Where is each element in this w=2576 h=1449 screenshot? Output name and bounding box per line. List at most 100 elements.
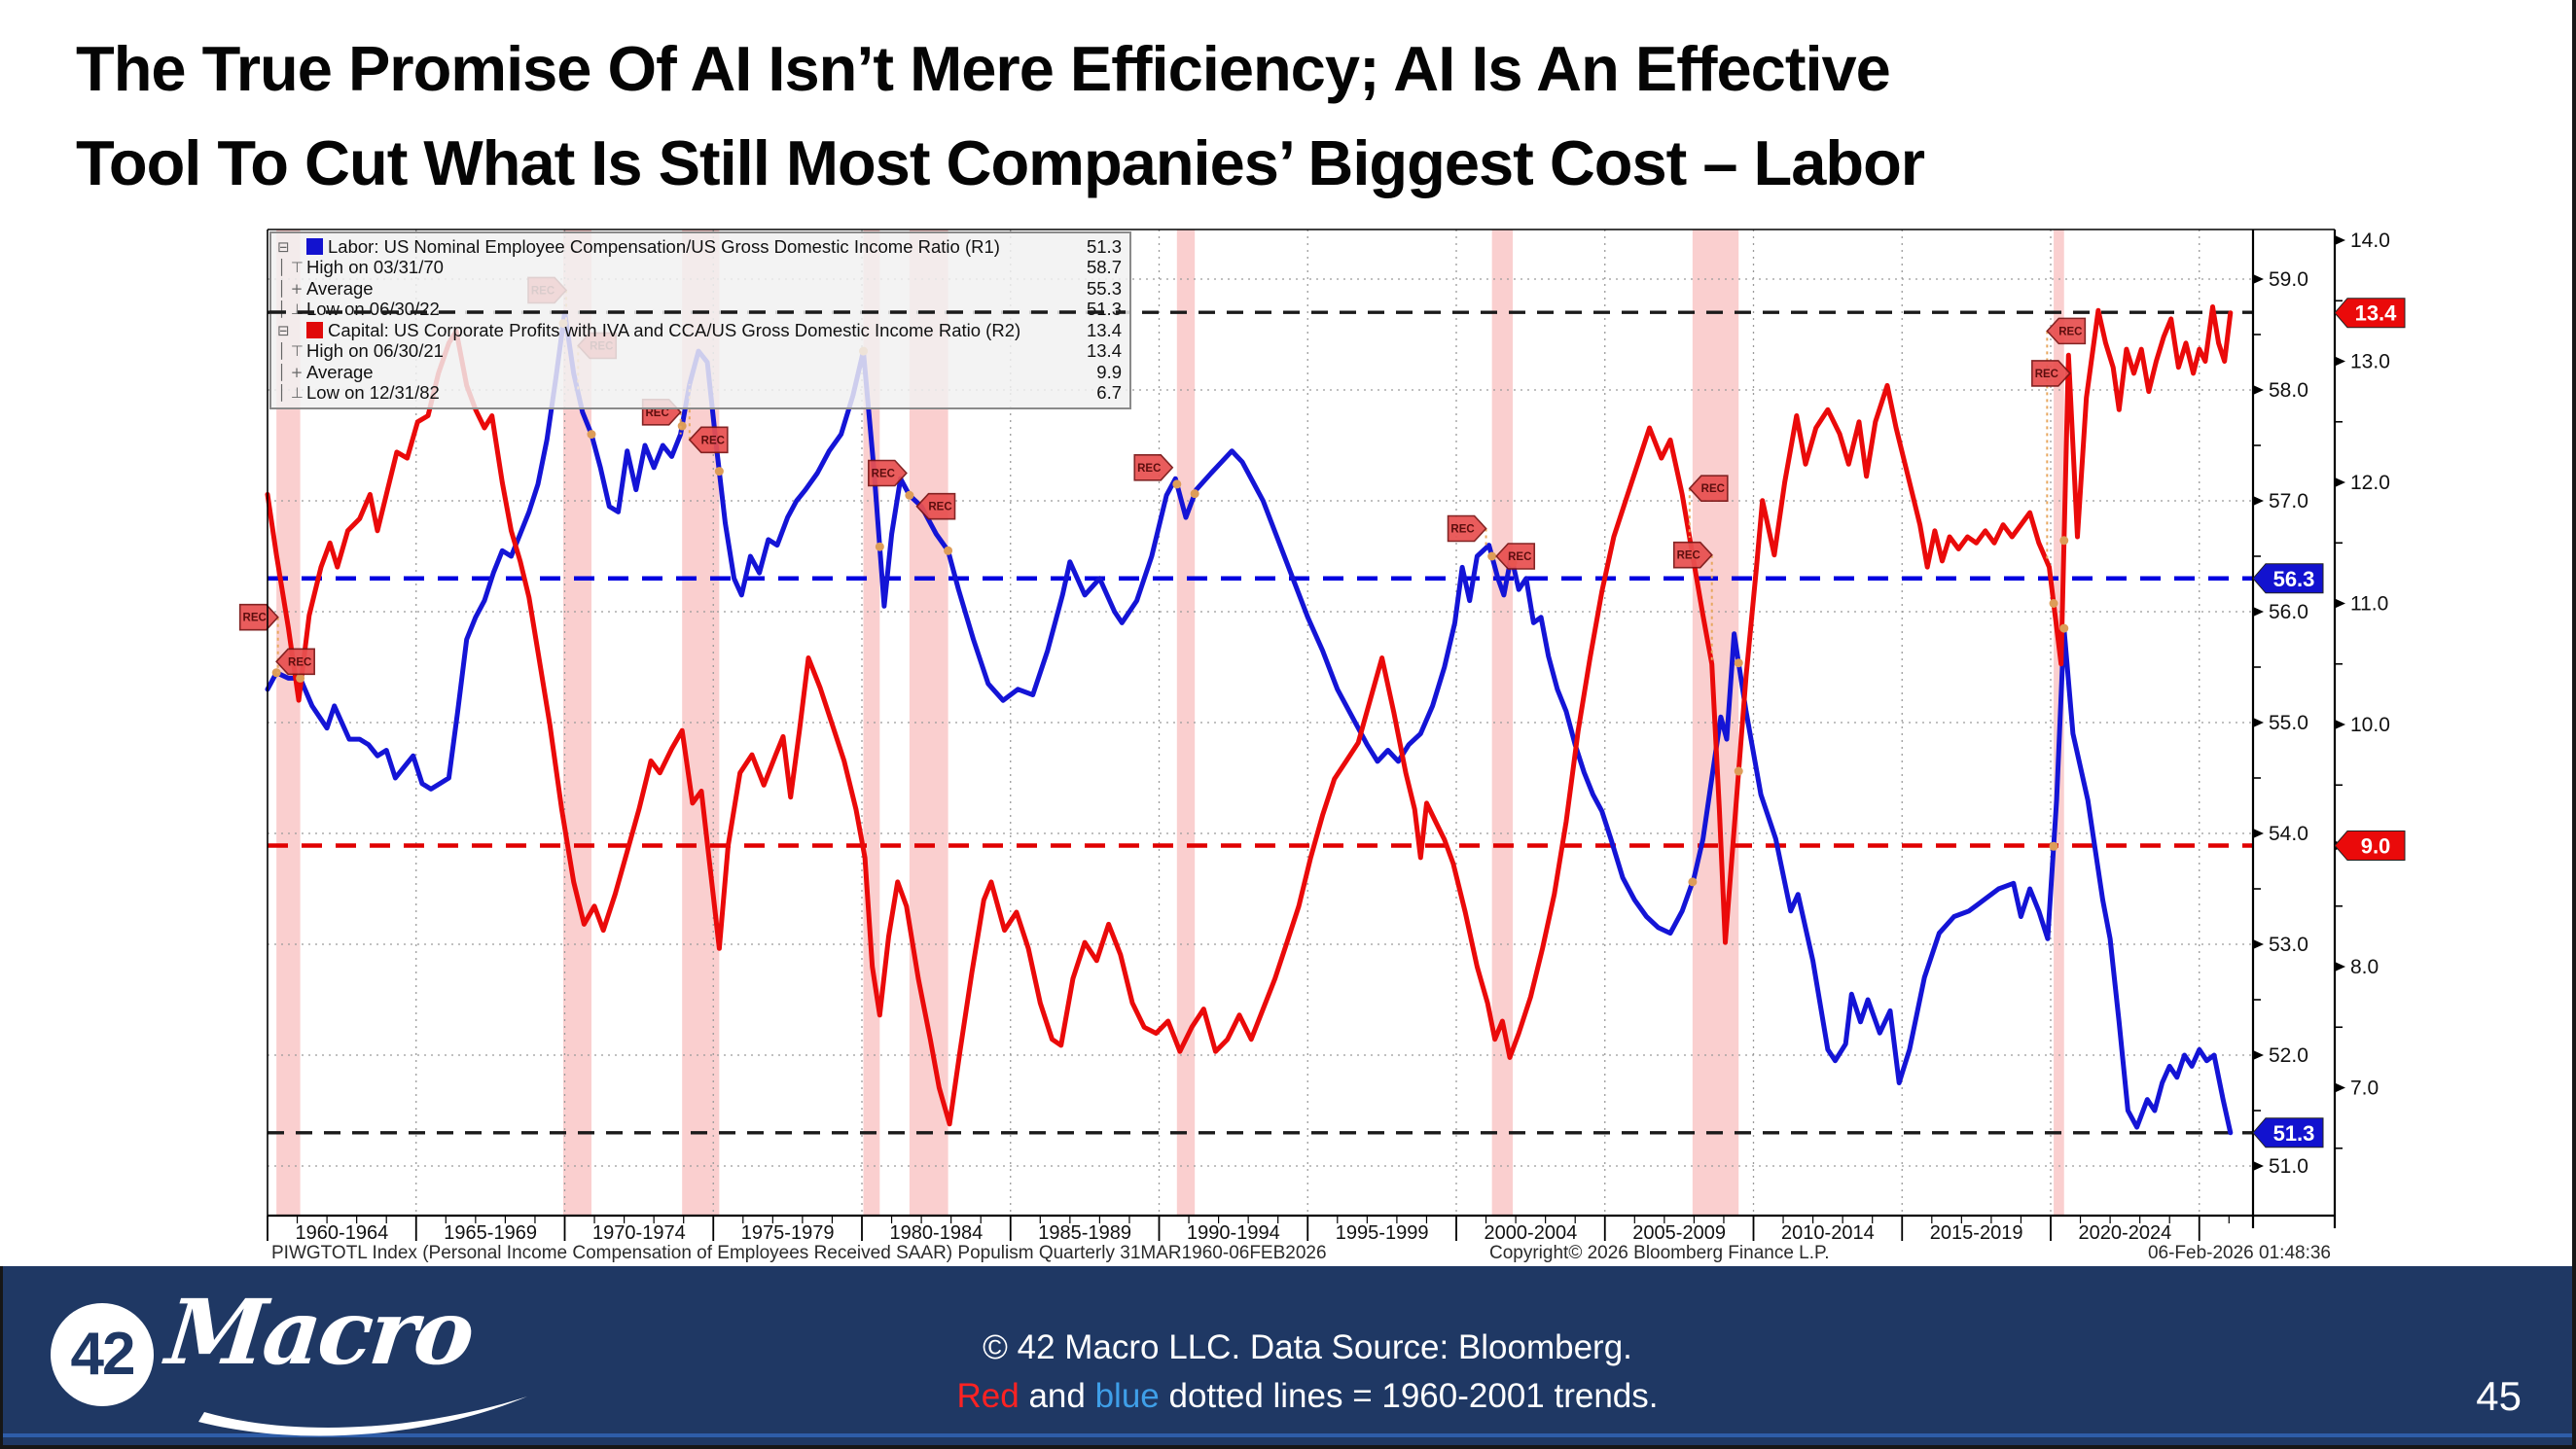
reference-lines — [268, 310, 2253, 1135]
svg-text:57.0: 57.0 — [2269, 490, 2308, 512]
svg-text:54.0: 54.0 — [2269, 823, 2308, 845]
svg-text:REC: REC — [2058, 326, 2082, 337]
svg-text:7.0: 7.0 — [2350, 1078, 2379, 1100]
svg-text:55.0: 55.0 — [2269, 712, 2308, 734]
svg-text:52.0: 52.0 — [2269, 1044, 2308, 1067]
chart-caption-left: PIWGTOTL Index (Personal Income Compensa… — [271, 1243, 1327, 1263]
svg-text:1995-1999: 1995-1999 — [1336, 1222, 1429, 1244]
legend-row-high: │ ⊤ High on 03/31/70 58.7 — [275, 257, 1124, 279]
axis-r1-labels: 59.0 58.0 57.0 56.0 55.0 54.0 53.0 52.0 51.0 — [2253, 268, 2308, 1178]
legend-value: 13.4 — [1086, 319, 1122, 340]
legend-label: Labor: US Nominal Employee Compensation/… — [328, 235, 1000, 257]
footer-accent-line — [3, 1433, 2572, 1437]
legend-tree-icon: ⊟ — [277, 237, 290, 256]
svg-text:12.0: 12.0 — [2350, 472, 2390, 494]
legend-label: Low on 06/30/22 — [306, 299, 440, 320]
footer-red-word: Red — [956, 1377, 1020, 1415]
capital-line — [265, 304, 2234, 1127]
footer-attribution: © 42 Macro LLC. Data Source: Bloomberg. — [983, 1328, 1632, 1366]
svg-text:11.0: 11.0 — [2350, 593, 2388, 616]
legend-row-avg: │ + Average 9.9 — [275, 362, 1124, 383]
logo-42-number: 42 — [70, 1321, 136, 1388]
svg-text:13.0: 13.0 — [2350, 351, 2390, 373]
legend-tree-icon: │ ⊤ — [277, 342, 304, 361]
svg-text:2020-2024: 2020-2024 — [2079, 1222, 2172, 1244]
chart-legend: ⊟ Labor: US Nominal Employee Compensation… — [269, 231, 1131, 409]
legend-label: Low on 12/31/82 — [306, 382, 440, 404]
footer-trend-note: Red and blue dotted lines = 1960-2001 tr… — [704, 1377, 1911, 1416]
logo-macro-word: Macro — [161, 1280, 477, 1385]
svg-text:REC: REC — [288, 656, 311, 668]
footer-band — [0, 1266, 2572, 1445]
legend-label: High on 06/30/21 — [306, 340, 444, 362]
legend-series-swatch — [306, 238, 323, 256]
legend-tree-icon: │ + — [277, 363, 304, 381]
legend-label: Capital: US Corporate Profits with IVA a… — [328, 319, 1021, 340]
svg-text:REC: REC — [1508, 551, 1531, 563]
trend-lines — [268, 576, 2253, 848]
svg-text:REC: REC — [872, 469, 895, 480]
value-tags: 13.4 56.3 9.0 51.3 — [2252, 298, 2406, 1149]
footer-rest: dotted lines = 1960-2001 trends. — [1159, 1377, 1659, 1415]
legend-tree-icon: │ ⊤ — [277, 259, 304, 277]
logo-42-circle: 42 — [51, 1303, 154, 1406]
legend-value: 51.3 — [1086, 299, 1122, 320]
svg-text:9.0: 9.0 — [2361, 834, 2391, 859]
svg-text:2015-2019: 2015-2019 — [1930, 1222, 2023, 1244]
legend-value: 9.9 — [1096, 361, 1122, 382]
svg-text:2010-2014: 2010-2014 — [1781, 1222, 1875, 1244]
svg-text:9.0: 9.0 — [2350, 835, 2379, 858]
slide-title: The True Promise Of AI Isn’t Mere Effici… — [76, 21, 2469, 210]
legend-tree-icon: │ + — [277, 279, 304, 298]
legend-tree-icon: │ ⊥ — [277, 300, 304, 319]
legend-row-low: │ ⊥ Low on 06/30/22 51.3 — [275, 299, 1124, 321]
legend-value: 6.7 — [1096, 382, 1122, 404]
svg-text:51.0: 51.0 — [2269, 1155, 2308, 1178]
footer-text: © 42 Macro LLC. Data Source: Bloomberg. … — [704, 1328, 1911, 1416]
svg-text:58.0: 58.0 — [2269, 379, 2308, 402]
legend-row-low: │ ⊥ Low on 12/31/82 6.7 — [275, 382, 1124, 405]
svg-text:REC: REC — [1450, 524, 1474, 536]
svg-text:1965-1969: 1965-1969 — [444, 1222, 537, 1244]
svg-text:59.0: 59.0 — [2269, 268, 2308, 291]
legend-value: 13.4 — [1086, 340, 1122, 362]
legend-label: Average — [306, 277, 374, 299]
svg-text:REC: REC — [1701, 483, 1725, 495]
labor-line — [265, 309, 2234, 1136]
footer-blue-word: blue — [1094, 1377, 1160, 1415]
svg-text:13.4: 13.4 — [2355, 301, 2398, 326]
legend-tree-icon: ⊟ — [277, 321, 290, 339]
legend-value: 51.3 — [1086, 235, 1122, 257]
svg-text:56.3: 56.3 — [2273, 567, 2315, 591]
page-number: 45 — [2476, 1373, 2522, 1419]
svg-text:10.0: 10.0 — [2350, 714, 2390, 736]
axis-r2-labels: 14.0 13.0 12.0 11.0 10.0 9.0 8.0 7.0 — [2335, 230, 2390, 1149]
svg-text:1970-1974: 1970-1974 — [592, 1222, 686, 1244]
svg-text:56.0: 56.0 — [2269, 601, 2308, 623]
legend-row-high: │ ⊤ High on 06/30/21 13.4 — [275, 340, 1124, 363]
svg-text:2000-2004: 2000-2004 — [1485, 1222, 1578, 1244]
legend-row-avg: │ + Average 55.3 — [275, 278, 1124, 300]
svg-text:1960-1964: 1960-1964 — [296, 1222, 389, 1244]
legend-series-swatch — [306, 322, 323, 339]
legend-label: Average — [306, 361, 374, 382]
legend-label: High on 03/31/70 — [306, 257, 444, 278]
svg-text:1980-1984: 1980-1984 — [890, 1222, 984, 1244]
svg-text:51.3: 51.3 — [2273, 1121, 2315, 1146]
legend-row-parent: ⊟ Capital: US Corporate Profits with IVA … — [275, 320, 1124, 341]
slide-title-line1: The True Promise Of AI Isn’t Mere Effici… — [76, 33, 1891, 104]
legend-row-parent: ⊟ Labor: US Nominal Employee Compensation… — [275, 236, 1124, 258]
svg-text:53.0: 53.0 — [2269, 934, 2308, 956]
svg-text:14.0: 14.0 — [2350, 230, 2390, 252]
chart-caption-copyright: Copyright© 2026 Bloomberg Finance L.P. — [1489, 1243, 1830, 1263]
svg-text:REC: REC — [243, 613, 267, 624]
svg-text:REC: REC — [928, 502, 951, 513]
slide-title-line2: Tool To Cut What Is Still Most Companies… — [76, 127, 1925, 198]
svg-text:1990-1994: 1990-1994 — [1187, 1222, 1280, 1244]
svg-text:REC: REC — [2035, 369, 2058, 380]
footer-mid-word: and — [1019, 1377, 1095, 1415]
svg-text:REC: REC — [701, 435, 725, 446]
logo-swoosh — [198, 1396, 527, 1436]
legend-value: 55.3 — [1086, 277, 1122, 299]
